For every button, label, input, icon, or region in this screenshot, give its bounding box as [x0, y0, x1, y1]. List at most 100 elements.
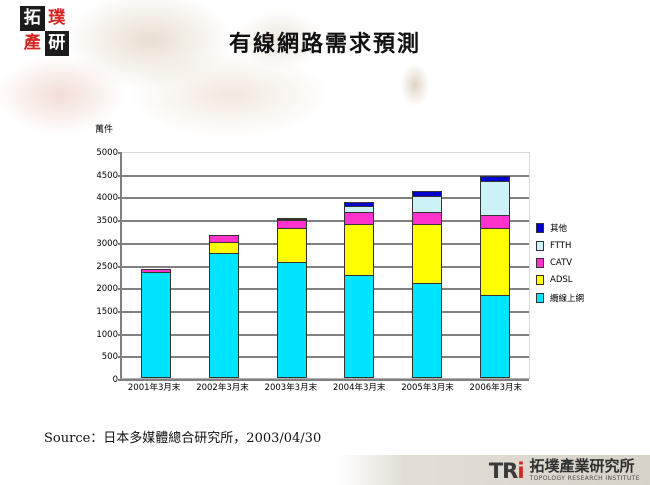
y-tick-mark — [118, 333, 122, 336]
background-blob — [395, 55, 435, 115]
logo-char-2: 璞 — [44, 6, 69, 31]
gridline — [122, 265, 529, 268]
legend-swatch-icon — [536, 258, 544, 268]
y-tick-label: 3000 — [96, 238, 118, 249]
x-tick-label: 2004年3月末 — [332, 383, 386, 393]
gridline — [122, 333, 529, 336]
bar-segment-CATV[interactable] — [480, 214, 511, 229]
bar-segment-其他[interactable] — [344, 202, 375, 207]
y-tick-label: 2500 — [96, 261, 118, 272]
bar-segment-ADSL[interactable] — [480, 228, 511, 295]
bar-column[interactable] — [393, 153, 461, 378]
bar-segment-FTTH[interactable] — [344, 206, 375, 213]
bar-segment-ADSL[interactable] — [344, 223, 375, 275]
y-tick-mark — [118, 288, 122, 291]
x-tick-label: 2005年3月末 — [401, 383, 454, 393]
legend-label: CATV — [550, 258, 573, 268]
brand-name-cn: 拓墣產業研究所 — [529, 457, 635, 475]
tri-wordmark: TRi — [488, 459, 525, 483]
tri-logo: 拓 璞 產 研 — [20, 6, 69, 56]
y-tick-mark — [118, 197, 122, 200]
y-tick-label: 4500 — [96, 170, 118, 181]
gridline — [122, 220, 529, 223]
bar-segment-其他[interactable] — [480, 176, 511, 181]
legend-label: ADSL — [550, 275, 573, 285]
bar-stack[interactable] — [344, 202, 375, 378]
bar-stack[interactable] — [480, 176, 511, 378]
bar-segment-CATV[interactable] — [344, 212, 375, 224]
bar-segment-ADSL[interactable] — [412, 223, 443, 283]
bar-stack[interactable] — [412, 190, 443, 378]
bar-segment-CATV[interactable] — [140, 269, 171, 273]
y-tick-mark — [118, 356, 122, 359]
chart: 萬件 0 500 1000 1500 2000 2500 3000 3500 4000 4500 5… — [86, 122, 546, 407]
bar-stack[interactable] — [208, 235, 239, 378]
brand-name-en: TOPOLOGY RESEARCH INSTITUTE — [529, 475, 640, 482]
bar-segment-CATV[interactable] — [412, 212, 443, 224]
y-tick-label: 1000 — [96, 329, 118, 340]
bar-segment-CATV[interactable] — [208, 235, 239, 242]
gridline — [122, 152, 529, 153]
x-axis-labels: 2001年3月末 2002年3月末 2003年3月末 2004年3月末 2005年3月末… — [120, 381, 530, 393]
logo-char-4: 研 — [44, 31, 69, 56]
y-tick-label: 3500 — [96, 215, 118, 226]
legend-item-ADSL[interactable]: ADSL — [536, 275, 584, 285]
legend-swatch-icon — [536, 293, 544, 303]
bar-stack[interactable] — [140, 269, 171, 378]
bar-column[interactable] — [258, 153, 326, 378]
legend-item-CATV[interactable]: CATV — [536, 258, 584, 268]
x-tick-label: 2003年3月末 — [264, 383, 318, 393]
bar-segment-纜線上網[interactable] — [344, 274, 375, 378]
gridline — [122, 288, 529, 291]
logo-char-3: 產 — [20, 31, 45, 56]
bar-segment-纜線上網[interactable] — [412, 282, 443, 378]
bar-column[interactable] — [325, 153, 393, 378]
bar-stack[interactable] — [276, 218, 307, 378]
bar-group — [122, 153, 529, 378]
y-tick-mark — [118, 242, 122, 245]
bar-segment-纜線上網[interactable] — [208, 253, 239, 378]
x-tick-label: 2001年3月末 — [127, 383, 181, 393]
logo-char-1: 拓 — [20, 6, 45, 31]
legend-label: 其他 — [550, 224, 568, 234]
bar-segment-FTTH[interactable] — [276, 219, 307, 221]
bar-column[interactable] — [190, 153, 258, 378]
bar-column[interactable] — [461, 153, 529, 378]
legend-swatch-icon — [536, 241, 544, 251]
source-note: Source：日本多媒體總合研究所，2003/04/30 — [44, 431, 322, 446]
gridline — [122, 310, 529, 313]
bar-segment-ADSL[interactable] — [276, 228, 307, 263]
gridline — [122, 379, 529, 381]
legend-item-其他[interactable]: 其他 — [536, 222, 584, 234]
y-tick-label: 5000 — [96, 147, 118, 158]
bar-segment-其他[interactable] — [412, 190, 443, 197]
bar-column[interactable] — [122, 153, 190, 378]
x-tick-label: 2006年3月末 — [469, 383, 523, 393]
bar-segment-其他[interactable] — [276, 218, 307, 220]
y-tick-label: 4000 — [96, 193, 118, 204]
chart-legend: 其他 FTTH CATV ADSL 纜線上網 — [536, 222, 584, 304]
y-tick-mark — [118, 220, 122, 223]
y-tick-mark — [118, 310, 122, 313]
legend-item-FTTH[interactable]: FTTH — [536, 241, 584, 251]
y-tick-mark — [118, 379, 122, 381]
page-title: 有線網路需求預測 — [228, 31, 421, 57]
x-tick-label: 2002年3月末 — [196, 383, 249, 393]
bar-segment-FTTH[interactable] — [480, 180, 511, 215]
bar-segment-FTTH[interactable] — [412, 196, 443, 213]
legend-item-纜線上網[interactable]: 纜線上網 — [536, 292, 584, 304]
gridline — [122, 242, 529, 245]
footer-brand: TRi 拓墣產業研究所 TOPOLOGY RESEARCH INSTITUTE — [489, 459, 640, 482]
legend-swatch-icon — [536, 223, 544, 233]
bar-segment-CATV[interactable] — [276, 220, 307, 229]
bar-segment-纜線上網[interactable] — [140, 272, 171, 378]
y-tick-label: 2000 — [96, 283, 118, 294]
y-tick-mark — [118, 265, 122, 268]
y-tick-label: 0 — [112, 374, 118, 385]
gridline — [122, 197, 529, 200]
bar-segment-ADSL[interactable] — [208, 241, 239, 254]
bar-segment-纜線上網[interactable] — [480, 294, 511, 378]
gridline — [122, 174, 529, 177]
y-tick-label: 500 — [101, 352, 118, 363]
bar-segment-纜線上網[interactable] — [276, 262, 307, 378]
